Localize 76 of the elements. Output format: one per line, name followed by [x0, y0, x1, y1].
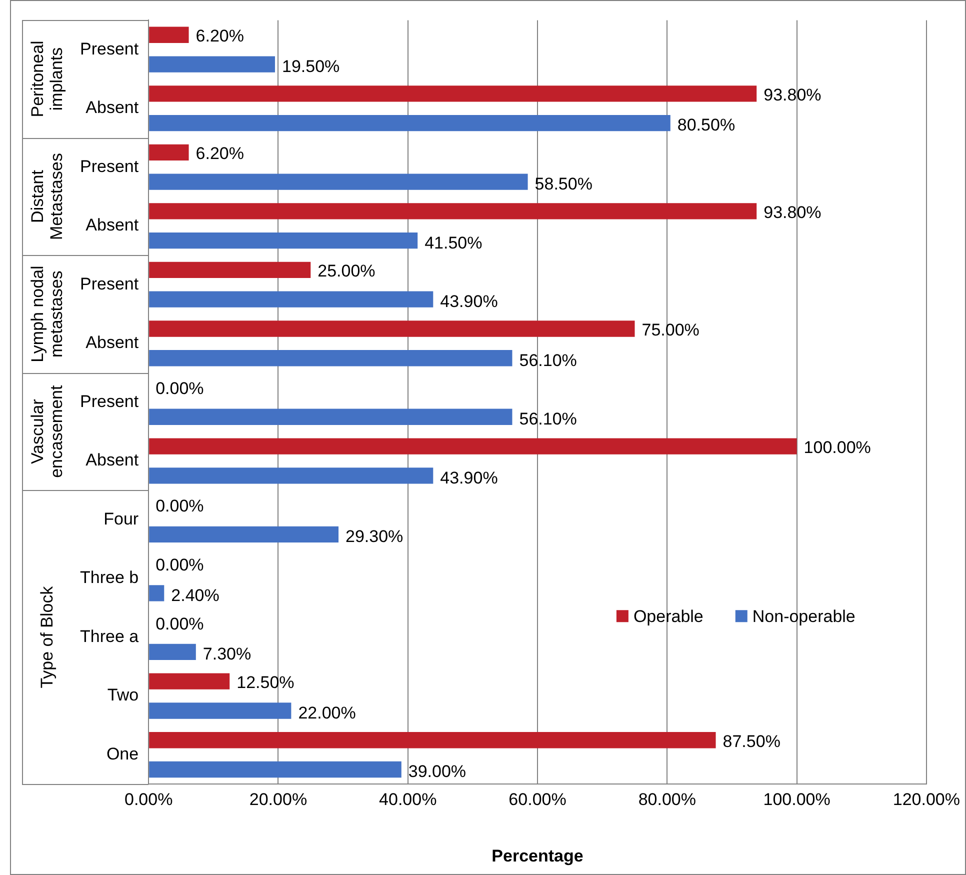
bar: [149, 174, 528, 190]
y-tick-label: Absent: [86, 98, 139, 118]
data-label: 56.10%: [519, 350, 577, 370]
data-label: 25.00%: [318, 262, 376, 281]
y-tick-label: Two: [107, 686, 139, 705]
x-tick-label: 40.00%: [379, 790, 437, 810]
data-label: 19.50%: [282, 56, 340, 76]
legend-label: Operable: [633, 606, 704, 626]
bar: [149, 526, 339, 543]
data-label: 43.90%: [440, 292, 498, 312]
x-tick-label: 80.00%: [638, 790, 696, 810]
data-label: 41.50%: [424, 233, 482, 252]
data-label: 7.30%: [202, 644, 252, 664]
data-label: 56.10%: [519, 410, 577, 429]
y-tick-label: Four: [104, 509, 139, 528]
bar: [149, 291, 434, 308]
bar: [149, 468, 434, 484]
text: Type of Block: [38, 586, 57, 688]
y-tick-label: Present: [80, 39, 139, 58]
data-label: 39.00%: [408, 762, 466, 782]
bar: [149, 114, 670, 132]
data-label: 2.40%: [171, 586, 220, 605]
y-tick-label: Present: [80, 392, 139, 411]
bar: [149, 438, 797, 454]
y-tick-label: One: [106, 744, 139, 764]
x-tick-label: 100.00%: [763, 790, 830, 810]
y-tick-label: Absent: [86, 333, 139, 352]
data-label: 80.50%: [677, 116, 736, 135]
data-label: 100.00%: [804, 438, 871, 457]
x-tick-label: 120.00%: [892, 790, 960, 810]
text: Vascular encasement: [28, 385, 66, 478]
y-tick-label: Three a: [80, 626, 140, 646]
x-tick-label: 0.00%: [124, 790, 173, 810]
x-axis-title: Percentage: [492, 846, 584, 866]
legend-label: Non-operable: [752, 606, 856, 626]
bar: [149, 203, 757, 220]
bar: [149, 262, 311, 278]
bar: [149, 26, 189, 43]
data-label: 43.90%: [440, 468, 498, 488]
data-label: 93.80%: [764, 85, 822, 104]
bar: [149, 408, 512, 425]
data-label: 75.00%: [642, 320, 700, 340]
bar: [149, 644, 196, 660]
x-tick-label: 20.00%: [249, 790, 308, 810]
data-label: 0.00%: [156, 496, 204, 516]
data-label: 58.50%: [534, 174, 592, 194]
data-label: 22.00%: [298, 703, 356, 722]
bar: [149, 350, 512, 366]
bar: [149, 673, 230, 690]
data-label: 29.30%: [346, 527, 404, 546]
data-label: 6.20%: [196, 26, 244, 46]
y-tick-label: Present: [80, 156, 139, 176]
y-tick-label: Absent: [86, 450, 139, 470]
data-label: 6.20%: [196, 144, 244, 164]
text: Distant Metastases: [28, 153, 66, 240]
y-tick-label: Absent: [86, 216, 139, 235]
bar: [149, 702, 292, 719]
y-tick-label: Three b: [80, 568, 139, 588]
text: Peritoneal implants: [28, 40, 66, 118]
bar: [149, 732, 716, 748]
x-tick-label: 60.00%: [508, 790, 566, 810]
bar: [149, 86, 757, 102]
data-label: 0.00%: [156, 614, 204, 634]
y-tick-label: Present: [80, 274, 139, 294]
data-label: 93.80%: [764, 202, 822, 222]
data-label: 87.50%: [722, 732, 780, 751]
data-label: 0.00%: [156, 556, 204, 575]
bar: [149, 56, 275, 72]
bar: [149, 144, 189, 161]
bar: [149, 320, 635, 337]
bar: [149, 585, 164, 602]
data-label: 12.50%: [236, 673, 294, 692]
data-label: 0.00%: [156, 379, 204, 398]
bar: [149, 761, 402, 778]
bar: [149, 232, 418, 249]
text: Lymph nodal metastases: [28, 266, 66, 362]
